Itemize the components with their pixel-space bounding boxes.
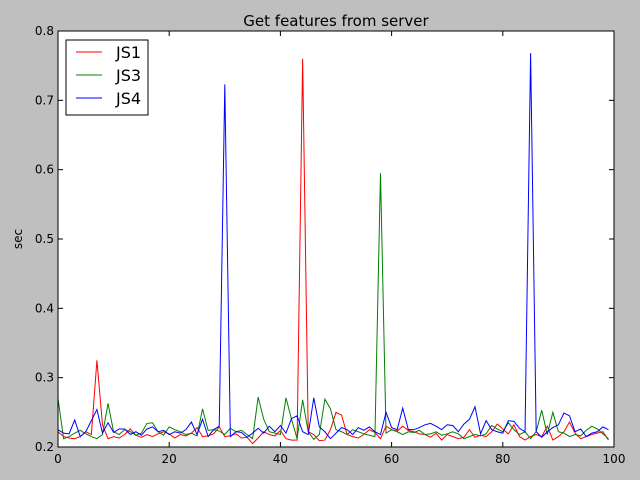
x-axis-ticks: 0 20 40 60 80 100: [54, 31, 625, 466]
series-line-js4: [57, 53, 609, 440]
x-tick-label: 40: [273, 452, 288, 466]
series-lines: [57, 53, 609, 445]
y-axis-label: sec: [11, 229, 25, 249]
chart-title: Get features from server: [243, 12, 429, 30]
y-tick-label: 0.5: [35, 232, 54, 246]
x-tick-label: 20: [162, 452, 177, 466]
x-tick-label: 100: [603, 452, 626, 466]
y-axis-ticks: 0.2 0.3 0.4 0.5 0.6 0.7 0.8: [35, 24, 614, 454]
legend-label-js3: JS3: [115, 66, 141, 85]
y-tick-label: 0.6: [35, 163, 54, 177]
legend-label-js1: JS1: [115, 43, 141, 62]
y-tick-label: 0.4: [35, 301, 54, 315]
legend: JS1 JS3 JS4: [65, 39, 149, 116]
plot-frame: [57, 30, 615, 448]
y-tick-label: 0.3: [35, 371, 54, 385]
x-tick-label: 80: [495, 452, 510, 466]
x-tick-label: 0: [54, 452, 62, 466]
legend-label-js4: JS4: [115, 89, 141, 108]
y-tick-label: 0.8: [35, 24, 54, 38]
series-line-js3: [57, 173, 609, 441]
y-tick-label: 0.2: [35, 440, 54, 454]
x-tick-label: 60: [384, 452, 399, 466]
plot-area: [58, 31, 614, 447]
y-tick-label: 0.7: [35, 93, 54, 107]
